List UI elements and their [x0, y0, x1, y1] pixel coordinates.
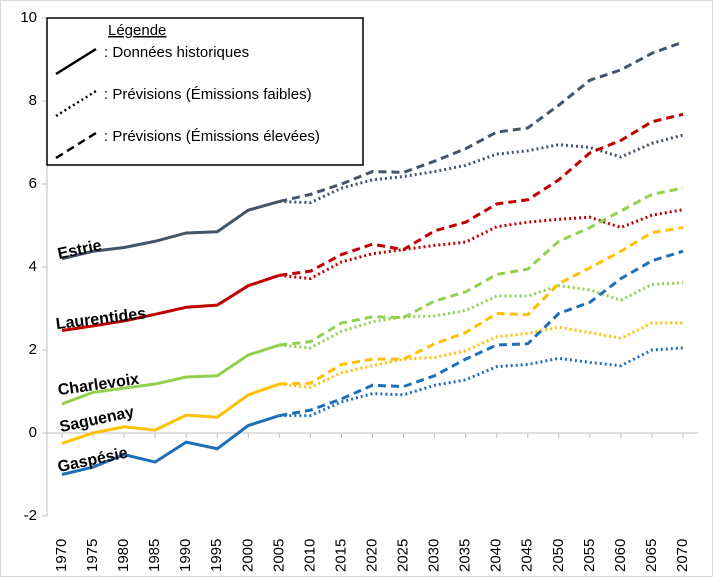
- x-tick-label: 2020: [363, 539, 380, 572]
- y-tick-label: 0: [29, 424, 37, 441]
- x-tick-label: 1980: [115, 539, 132, 572]
- x-tick-label: 2065: [643, 539, 660, 572]
- series-line: [279, 249, 684, 418]
- series-line: [279, 208, 684, 281]
- y-tick-label: 10: [20, 9, 37, 26]
- x-tick-label: 2030: [426, 539, 443, 572]
- x-tick-label: 2045: [519, 539, 536, 572]
- x-tick-label: 1990: [177, 539, 194, 572]
- series-line: [279, 346, 684, 418]
- y-tick-label: 2: [29, 341, 37, 358]
- x-tick-label: 2025: [395, 539, 412, 572]
- legend-label: : Prévisions (Émissions faibles): [104, 86, 312, 103]
- series-line: [279, 226, 684, 386]
- x-tick-label: 2000: [239, 539, 256, 572]
- series-line: [279, 40, 684, 203]
- legend-title: Légende: [108, 22, 166, 39]
- series-line: [279, 281, 684, 350]
- x-tick-label: 2015: [332, 539, 349, 572]
- x-tick-label: 1975: [84, 539, 101, 572]
- legend-label: : Prévisions (Émissions élevées): [104, 128, 320, 145]
- x-tick-label: 2040: [488, 539, 505, 572]
- x-tick-label: 1995: [208, 539, 225, 572]
- y-tick-label: 6: [29, 175, 37, 192]
- x-tick-label: 2060: [612, 539, 629, 572]
- y-tick-label: 8: [29, 92, 37, 109]
- series-line: [61, 382, 280, 445]
- legend-swatch: [55, 131, 97, 160]
- y-tick-label: 4: [29, 258, 37, 275]
- series-line: [279, 186, 684, 347]
- x-tick-label: 2035: [457, 539, 474, 572]
- series-line: [61, 343, 280, 406]
- series-line: [279, 112, 684, 277]
- x-tick-label: 2070: [674, 539, 691, 572]
- series-line: [279, 133, 684, 205]
- series-line: [61, 414, 280, 476]
- legend-swatch: [55, 47, 97, 76]
- series-line: [61, 273, 280, 332]
- legend-box: [46, 17, 364, 166]
- x-tick-label: 2055: [581, 539, 598, 572]
- x-tick-label: 1985: [146, 539, 163, 572]
- series-line: [61, 199, 280, 261]
- x-tick-label: 2050: [550, 539, 567, 572]
- x-tick-label: 2010: [301, 539, 318, 572]
- series-line: [279, 321, 683, 389]
- y-tick-label: -2: [24, 507, 37, 524]
- x-tick-label: 2005: [270, 539, 287, 572]
- legend-label: : Données historiques: [104, 44, 249, 61]
- x-tick-label: 1970: [53, 539, 70, 572]
